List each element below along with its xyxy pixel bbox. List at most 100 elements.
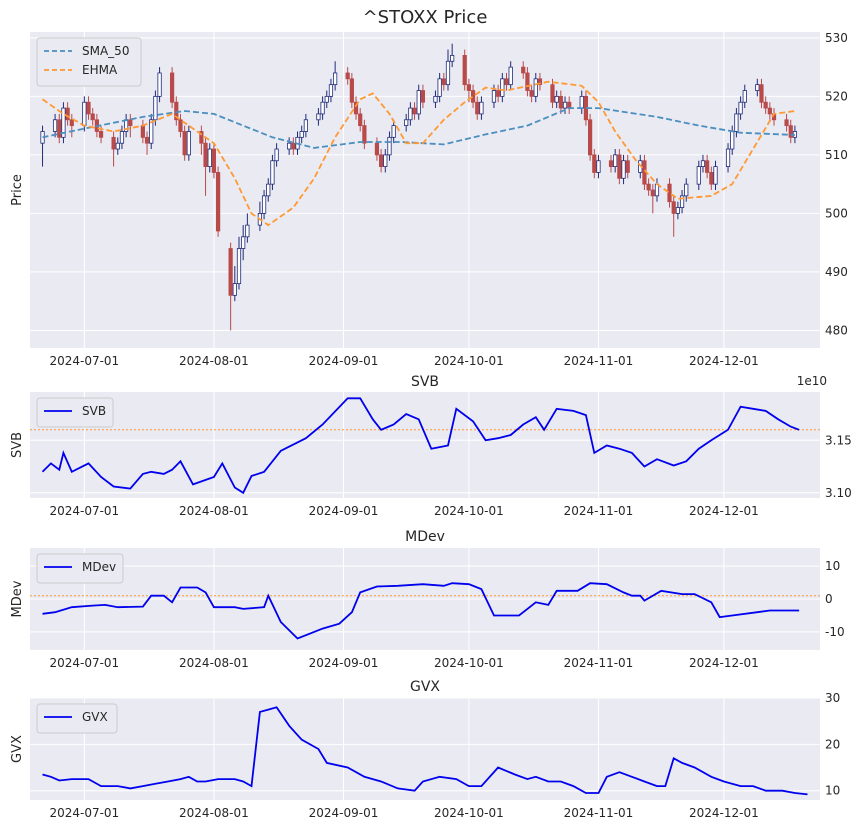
y-axis-label: GVX — [10, 735, 25, 763]
x-tick-label: 2024-11-01 — [564, 354, 634, 368]
candle-body — [437, 78, 442, 97]
candle-body — [412, 107, 417, 115]
candle-body — [379, 154, 384, 167]
candle-body — [174, 101, 179, 121]
candle-body — [349, 78, 354, 103]
plot-area — [42, 582, 800, 640]
candle-body — [203, 142, 208, 167]
candle-body — [52, 119, 58, 132]
candle-body — [270, 160, 275, 185]
legend-box — [36, 397, 114, 428]
candle-body — [232, 283, 237, 296]
legend: MDev — [36, 553, 124, 584]
candle-body — [362, 125, 367, 144]
legend-label: SMA_50 — [82, 44, 129, 58]
candle-body — [613, 154, 618, 167]
y-tick-label: 3.15 — [825, 433, 852, 447]
svb-panel: 2024-07-01 2024-08-01 2024-09-01 2024-10-01… — [10, 374, 852, 518]
y-tick-label: 530 — [825, 31, 848, 45]
x-tick-label: 2024-11-01 — [564, 656, 634, 670]
candle-body — [713, 166, 718, 185]
x-tick-label: 2024-09-01 — [309, 656, 379, 670]
candle-body — [328, 84, 334, 97]
candle-body — [186, 131, 191, 156]
candle-body — [759, 84, 764, 103]
candle-body — [592, 154, 597, 173]
candle-body — [86, 101, 91, 115]
candle-body — [491, 90, 497, 103]
x-tick-label: 2024-08-01 — [179, 354, 249, 368]
chart-title: ^STOXX Price — [363, 7, 488, 28]
x-tick-label: 2024-08-01 — [179, 656, 249, 670]
candle-body — [730, 131, 735, 150]
candle-body — [207, 148, 212, 167]
legend-box — [36, 703, 118, 734]
candle-body — [445, 60, 451, 86]
candle-body — [579, 95, 584, 109]
y-tick-label: 20 — [825, 737, 840, 751]
candle-body — [316, 113, 321, 121]
x-tick-label: 2024-10-01 — [434, 656, 504, 670]
y-tick-label: 520 — [825, 89, 848, 103]
x-tick-label: 2024-11-01 — [564, 504, 634, 518]
series-line — [41, 397, 800, 495]
candle-body — [784, 119, 789, 127]
mdev-panel: 2024-07-01 2024-08-01 2024-09-01 2024-10-01… — [10, 529, 845, 670]
candle-body — [608, 160, 614, 167]
candle-body — [588, 119, 593, 156]
candle-body — [149, 119, 154, 144]
candle-body — [696, 166, 701, 185]
candle-body — [236, 248, 242, 285]
y-tick-label: 480 — [825, 323, 848, 337]
legend-label: SVB — [82, 404, 106, 418]
plot-area — [41, 397, 800, 495]
x-tick-label: 2024-10-01 — [434, 504, 504, 518]
candle-body — [90, 113, 95, 121]
y-tick-label: 10 — [825, 559, 840, 573]
x-tick-label: 2024-07-01 — [49, 656, 119, 670]
x-tick-label: 2024-07-01 — [49, 354, 119, 368]
candle-body — [646, 183, 651, 191]
ehma-line — [41, 80, 796, 227]
candle-body — [504, 78, 509, 86]
candle-body — [675, 207, 680, 214]
x-tick-label: 2024-09-01 — [309, 354, 379, 368]
series-line — [42, 582, 800, 640]
candle-body — [57, 119, 62, 138]
candle-body — [387, 136, 392, 156]
candle-body — [374, 142, 380, 156]
legend: SVB — [36, 397, 114, 428]
candle-body — [742, 90, 747, 103]
chart-title: SVB — [411, 374, 439, 390]
candle-body — [287, 142, 292, 150]
candle-body — [709, 172, 714, 185]
y-tick-label: 490 — [825, 265, 848, 279]
x-tick-label: 2024-12-01 — [689, 656, 759, 670]
plot-background — [30, 32, 820, 348]
candle-body — [170, 72, 175, 103]
candle-body — [521, 66, 526, 74]
candle-body — [82, 101, 87, 127]
candle-body — [178, 119, 183, 132]
candle-body — [441, 78, 446, 86]
candle-body — [529, 90, 534, 97]
candle-body — [299, 131, 304, 138]
plot-background — [30, 392, 820, 498]
candle-body — [333, 72, 338, 86]
candle-body — [700, 160, 706, 167]
candle-body — [738, 101, 743, 115]
candle-body — [420, 90, 426, 103]
candle-body — [705, 160, 710, 173]
candle-body — [625, 160, 630, 173]
plot-area — [40, 43, 798, 331]
y-axis-label: SVB — [10, 432, 25, 458]
y-tick-label: 10 — [825, 784, 840, 798]
candle-body — [144, 136, 150, 144]
candle-body — [450, 55, 455, 62]
legend: GVX — [36, 703, 118, 734]
candle-body — [525, 72, 530, 91]
candle-body — [550, 84, 555, 103]
y-axis-label: MDev — [10, 580, 25, 617]
candle-body — [562, 101, 568, 109]
